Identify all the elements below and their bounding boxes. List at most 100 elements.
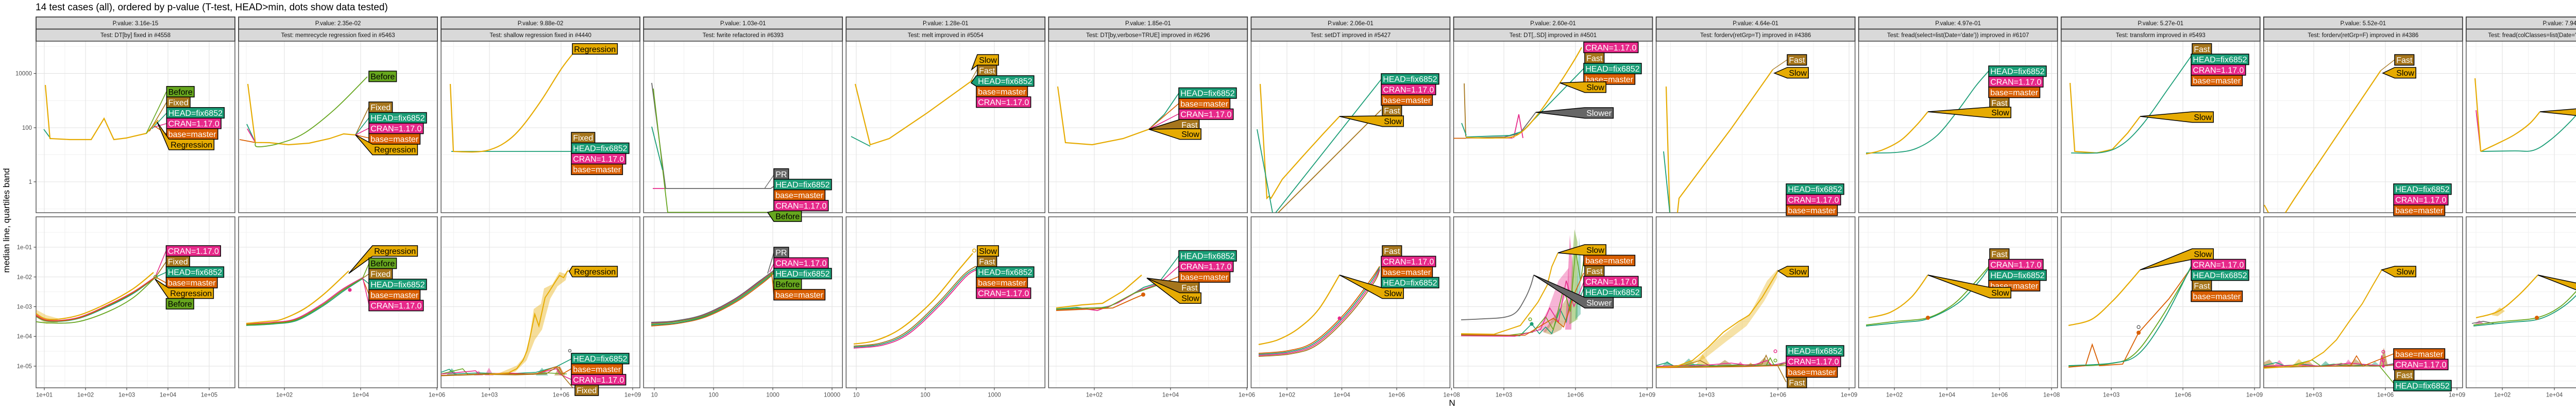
- svg-text:P.value: 2.35e-02: P.value: 2.35e-02: [315, 21, 361, 27]
- svg-text:CRAN=1.17.0: CRAN=1.17.0: [168, 120, 219, 129]
- svg-text:1e-01: 1e-01: [17, 245, 32, 251]
- svg-text:CRAN=1.17.0: CRAN=1.17.0: [573, 376, 624, 385]
- svg-text:1e+03: 1e+03: [1496, 392, 1512, 399]
- svg-text:P.value: 5.52e-01: P.value: 5.52e-01: [2340, 21, 2386, 27]
- svg-text:base=master: base=master: [1788, 368, 1836, 377]
- svg-text:1e+09: 1e+09: [1841, 392, 1857, 399]
- svg-text:base=master: base=master: [1585, 257, 1634, 266]
- svg-text:HEAD=fix6852: HEAD=fix6852: [1990, 67, 2044, 76]
- svg-text:Fast: Fast: [1384, 247, 1400, 256]
- svg-text:Fast: Fast: [1384, 107, 1400, 116]
- svg-text:Slow: Slow: [979, 247, 997, 256]
- svg-text:Before: Before: [775, 213, 800, 221]
- svg-text:HEAD=fix6852: HEAD=fix6852: [168, 109, 223, 118]
- svg-text:CRAN=1.17.0: CRAN=1.17.0: [2193, 261, 2244, 270]
- svg-text:Regression: Regression: [374, 146, 416, 154]
- svg-text:Fast: Fast: [1586, 55, 1603, 63]
- svg-text:HEAD=fix6852: HEAD=fix6852: [978, 77, 1032, 86]
- svg-text:Fast: Fast: [1586, 267, 1603, 276]
- svg-text:Fixed: Fixed: [577, 387, 597, 396]
- svg-text:1e+04: 1e+04: [352, 392, 369, 399]
- svg-text:CRAN=1.17.0: CRAN=1.17.0: [370, 302, 421, 311]
- svg-text:base=master: base=master: [573, 166, 621, 175]
- svg-text:1000: 1000: [766, 392, 779, 399]
- svg-text:Test: DT[by] fixed in #4558: Test: DT[by] fixed in #4558: [100, 32, 171, 39]
- svg-text:base=master: base=master: [2193, 293, 2241, 301]
- svg-text:1e+09: 1e+09: [2246, 392, 2263, 399]
- svg-text:N: N: [1449, 398, 1455, 408]
- svg-text:Test: DT[by,verbose=TRUE] impr: Test: DT[by,verbose=TRUE] improved in #6…: [1086, 32, 1210, 39]
- svg-text:Fast: Fast: [1789, 56, 1805, 65]
- svg-text:HEAD=fix6852: HEAD=fix6852: [1585, 65, 1639, 74]
- svg-text:1e+09: 1e+09: [2449, 392, 2465, 399]
- svg-text:base=master: base=master: [978, 279, 1026, 288]
- svg-text:100: 100: [920, 392, 930, 399]
- svg-text:base=master: base=master: [573, 366, 621, 374]
- svg-text:Fixed: Fixed: [168, 99, 189, 108]
- svg-text:1e+09: 1e+09: [1639, 392, 1655, 399]
- svg-text:1e+04: 1e+04: [160, 392, 177, 399]
- svg-text:10000: 10000: [824, 392, 840, 399]
- svg-text:Test: forderv(retGrp=T) improv: Test: forderv(retGrp=T) improved in #438…: [1700, 32, 1811, 39]
- svg-text:base=master: base=master: [168, 130, 217, 139]
- svg-text:CRAN=1.17.0: CRAN=1.17.0: [2395, 361, 2446, 370]
- svg-text:Test: memrecycle regression fi: Test: memrecycle regression fixed in #54…: [281, 32, 395, 39]
- svg-text:P.value: 9.88e-02: P.value: 9.88e-02: [518, 21, 564, 27]
- svg-text:base=master: base=master: [370, 291, 419, 300]
- svg-text:1e+02: 1e+02: [1886, 392, 1903, 399]
- svg-text:CRAN=1.17.0: CRAN=1.17.0: [1585, 278, 1636, 287]
- svg-text:base=master: base=master: [1383, 96, 1431, 105]
- svg-text:Before: Before: [370, 260, 395, 268]
- svg-text:HEAD=fix6852: HEAD=fix6852: [1788, 185, 1842, 194]
- svg-text:Slow: Slow: [1181, 130, 1199, 139]
- svg-text:P.value: 1.03e-01: P.value: 1.03e-01: [720, 21, 766, 27]
- svg-text:1e+06: 1e+06: [2175, 392, 2191, 399]
- svg-text:1e-05: 1e-05: [17, 364, 32, 370]
- svg-text:CRAN=1.17.0: CRAN=1.17.0: [978, 289, 1029, 298]
- svg-text:HEAD=fix6852: HEAD=fix6852: [1788, 347, 1842, 356]
- svg-text:P.value: 2.06e-01: P.value: 2.06e-01: [1328, 21, 1374, 27]
- svg-text:P.value: 1.85e-01: P.value: 1.85e-01: [1125, 21, 1171, 27]
- svg-text:10: 10: [853, 392, 860, 399]
- svg-text:Fixed: Fixed: [370, 270, 391, 279]
- svg-text:CRAN=1.17.0: CRAN=1.17.0: [1990, 261, 2041, 270]
- svg-text:CRAN=1.17.0: CRAN=1.17.0: [978, 98, 1029, 107]
- svg-text:100: 100: [708, 392, 718, 399]
- svg-text:HEAD=fix6852: HEAD=fix6852: [1383, 75, 1437, 84]
- svg-text:1e+02: 1e+02: [77, 392, 94, 399]
- svg-text:P.value: 3.16e-15: P.value: 3.16e-15: [113, 21, 159, 27]
- svg-text:P.value: 1.28e-01: P.value: 1.28e-01: [923, 21, 969, 27]
- svg-text:1e+04: 1e+04: [1333, 392, 1350, 399]
- svg-text:Slow: Slow: [979, 56, 997, 65]
- svg-text:1e-02: 1e-02: [17, 274, 32, 281]
- svg-text:P.value: 5.27e-01: P.value: 5.27e-01: [2138, 21, 2183, 27]
- svg-text:Fixed: Fixed: [370, 104, 391, 112]
- svg-text:CRAN=1.17.0: CRAN=1.17.0: [2193, 66, 2244, 75]
- svg-text:1e+03: 1e+03: [481, 392, 498, 399]
- svg-text:1e+02: 1e+02: [2494, 392, 2511, 399]
- svg-text:Slow: Slow: [1384, 289, 1402, 298]
- svg-text:base=master: base=master: [1383, 268, 1431, 277]
- svg-text:HEAD=fix6852: HEAD=fix6852: [1180, 252, 1234, 261]
- svg-text:Fast: Fast: [2396, 56, 2413, 65]
- svg-text:1e+06: 1e+06: [2377, 392, 2394, 399]
- svg-text:CRAN=1.17.0: CRAN=1.17.0: [168, 247, 219, 256]
- svg-text:Fast: Fast: [979, 258, 995, 267]
- svg-text:10000: 10000: [15, 71, 32, 77]
- svg-text:1e+02: 1e+02: [1086, 392, 1103, 399]
- svg-text:1e+04: 1e+04: [1162, 392, 1179, 399]
- svg-text:1e-03: 1e-03: [17, 304, 32, 311]
- svg-text:1e+09: 1e+09: [624, 392, 641, 399]
- svg-text:1e+01: 1e+01: [36, 392, 53, 399]
- svg-text:Slow: Slow: [2396, 69, 2414, 78]
- svg-text:Fast: Fast: [2396, 371, 2413, 380]
- svg-text:base=master: base=master: [370, 135, 419, 144]
- svg-text:CRAN=1.17.0: CRAN=1.17.0: [1180, 263, 1231, 271]
- svg-text:P.value: 7.94e-01: P.value: 7.94e-01: [2543, 21, 2576, 27]
- svg-text:1e+06: 1e+06: [1388, 392, 1405, 399]
- svg-text:1: 1: [29, 179, 32, 185]
- svg-text:HEAD=fix6852: HEAD=fix6852: [2193, 56, 2247, 64]
- svg-text:Test: transform improved in #5: Test: transform improved in #5493: [2116, 32, 2206, 39]
- svg-text:Slow: Slow: [1384, 117, 1402, 126]
- svg-text:base=master: base=master: [168, 279, 216, 288]
